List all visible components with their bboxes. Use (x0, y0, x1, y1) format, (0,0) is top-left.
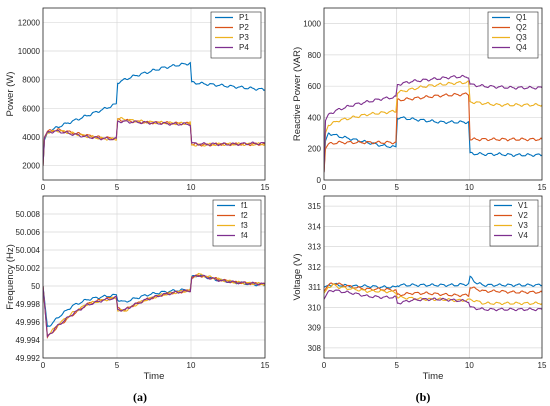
axes-frame (42, 7, 266, 181)
x-axis-label: Time (423, 371, 444, 382)
series-line-q2 (324, 92, 542, 173)
y-axis-label: Reactive Power (VAR) (292, 47, 303, 141)
y-tick-label: 314 (308, 222, 322, 231)
legend-entry: f1 (241, 201, 248, 210)
caption-a: (a) (133, 390, 147, 404)
series-line-p4 (43, 120, 265, 166)
y-tick-label: 12000 (18, 18, 41, 27)
legend-entry: V2 (518, 211, 528, 220)
caption-b: (b) (416, 390, 431, 404)
x-axis-label: Time (144, 371, 165, 382)
series-line-q4 (324, 74, 542, 173)
legend-entry: P4 (239, 43, 249, 52)
legend-entry: P1 (239, 13, 249, 22)
x-tick-label: 0 (41, 183, 46, 192)
x-tick-label: 10 (187, 183, 196, 192)
y-tick-label: 308 (308, 344, 322, 353)
legend-box (489, 199, 539, 247)
y-tick-label: 312 (308, 263, 322, 272)
x-tick-label: 10 (465, 183, 474, 192)
y-tick-label: 49.998 (16, 300, 41, 309)
x-tick-label: 10 (187, 361, 196, 370)
y-tick-label: 313 (308, 243, 322, 252)
panel-reactive-power: 0 5 10 15 0 200 400 600 800 1000 Reactive Power (V… (292, 7, 547, 192)
y-tick-label: 310 (308, 303, 322, 312)
panel-voltage: 0 5 10 15 308 309 310 311 312 313 314 315 Time Voltag… (292, 195, 547, 382)
y-tick-label: 600 (308, 82, 322, 91)
y-tick-label: 50.002 (16, 264, 41, 273)
x-tick-label: 5 (394, 361, 399, 370)
legend-entry: V4 (518, 231, 528, 240)
y-tick-label: 49.994 (16, 336, 41, 345)
y-axis-label: Power (W) (5, 72, 16, 117)
x-tick-label: 15 (538, 361, 547, 370)
y-tick-label: 49.992 (16, 354, 41, 363)
y-tick-label: 8000 (22, 76, 40, 85)
legend-box (487, 11, 539, 59)
legend-entry: Q3 (516, 33, 527, 42)
x-tick-label: 0 (322, 361, 327, 370)
x-tick-label: 0 (322, 183, 327, 192)
legend-box (210, 11, 262, 59)
x-tick-label: 15 (261, 361, 270, 370)
y-tick-label: 309 (308, 324, 322, 333)
legend-entry: V3 (518, 221, 528, 230)
y-tick-label: 50.006 (16, 228, 41, 237)
y-tick-label: 200 (308, 145, 322, 154)
x-tick-label: 10 (465, 361, 474, 370)
legend-entry: Q4 (516, 43, 527, 52)
y-axis-label: Voltage (V) (292, 254, 303, 301)
y-tick-label: 50.004 (16, 246, 41, 255)
series-line-p1 (43, 61, 265, 166)
y-tick-label: 1000 (303, 20, 321, 29)
legend-entry: f2 (241, 211, 248, 220)
y-tick-label: 4000 (22, 133, 40, 142)
y-tick-label: 49.996 (16, 318, 41, 327)
legend-entry: f3 (241, 221, 248, 230)
y-tick-label: 6000 (22, 104, 40, 113)
legend-entry: f4 (241, 231, 248, 240)
y-tick-label: 50.008 (16, 210, 41, 219)
y-tick-label: 400 (308, 113, 322, 122)
series-line-v4 (324, 289, 542, 312)
series-line-f4 (43, 274, 265, 338)
series-line-v2 (324, 282, 542, 298)
y-tick-label: 10000 (18, 47, 41, 56)
legend-entry: Q1 (516, 13, 527, 22)
legend-entry: V1 (518, 201, 528, 210)
legend-entry: P2 (239, 23, 249, 32)
axes-frame (42, 195, 266, 359)
x-tick-label: 5 (115, 361, 120, 370)
y-tick-label: 315 (308, 202, 322, 211)
y-tick-label: 800 (308, 51, 322, 60)
x-tick-label: 15 (261, 183, 270, 192)
x-tick-label: 5 (394, 183, 399, 192)
panel-power: 0 5 10 15 2000 4000 6000 8000 10000 12000 Power (W… (5, 7, 270, 192)
x-tick-label: 15 (538, 183, 547, 192)
y-tick-label: 50 (31, 282, 40, 291)
legend-entry: P3 (239, 33, 249, 42)
y-axis-label: Frequency (Hz) (5, 244, 16, 309)
legend-entry: Q2 (516, 23, 527, 32)
axes-frame (323, 7, 543, 181)
y-tick-label: 2000 (22, 162, 40, 171)
series-line-v3 (324, 283, 542, 306)
y-tick-label: 0 (317, 176, 322, 185)
axes-frame (323, 195, 543, 359)
y-tick-label: 311 (308, 283, 321, 292)
legend-box (212, 199, 262, 247)
x-tick-label: 5 (115, 183, 120, 192)
series-line-q3 (324, 80, 542, 173)
x-tick-label: 0 (41, 361, 46, 370)
panel-frequency: 0 5 10 15 49.992 49.994 49.996 49.998 50 50.002 50… (5, 195, 270, 382)
